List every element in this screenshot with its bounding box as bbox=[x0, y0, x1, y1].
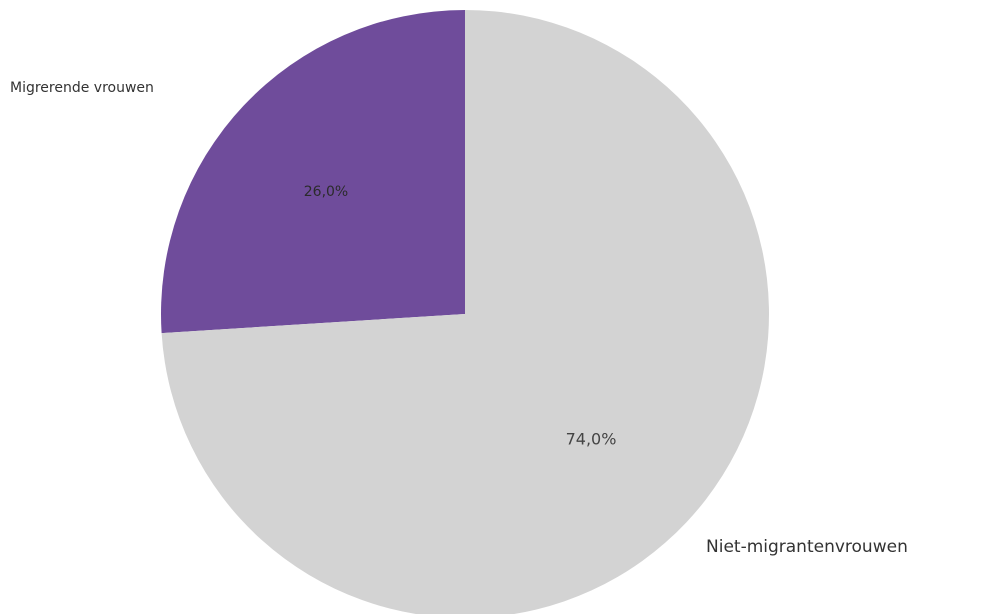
pie-slice-niet-migrantenvrouwen bbox=[161, 10, 769, 614]
slice-value-label-niet-migrantenvrouwen: 74,0% bbox=[566, 430, 617, 449]
category-label-migrerende-vrouwen: Migrerende vrouwen bbox=[10, 80, 154, 96]
category-label-niet-migrantenvrouwen: Niet-migrantenvrouwen bbox=[706, 537, 908, 557]
pie-labels: 26,0% 74,0% Migrerende vrouwen Niet-migr… bbox=[10, 80, 908, 557]
pie-slices bbox=[161, 10, 769, 614]
pie-slice-migrerende-vrouwen bbox=[161, 10, 465, 334]
slice-value-label-migrerende-vrouwen: 26,0% bbox=[304, 184, 348, 200]
